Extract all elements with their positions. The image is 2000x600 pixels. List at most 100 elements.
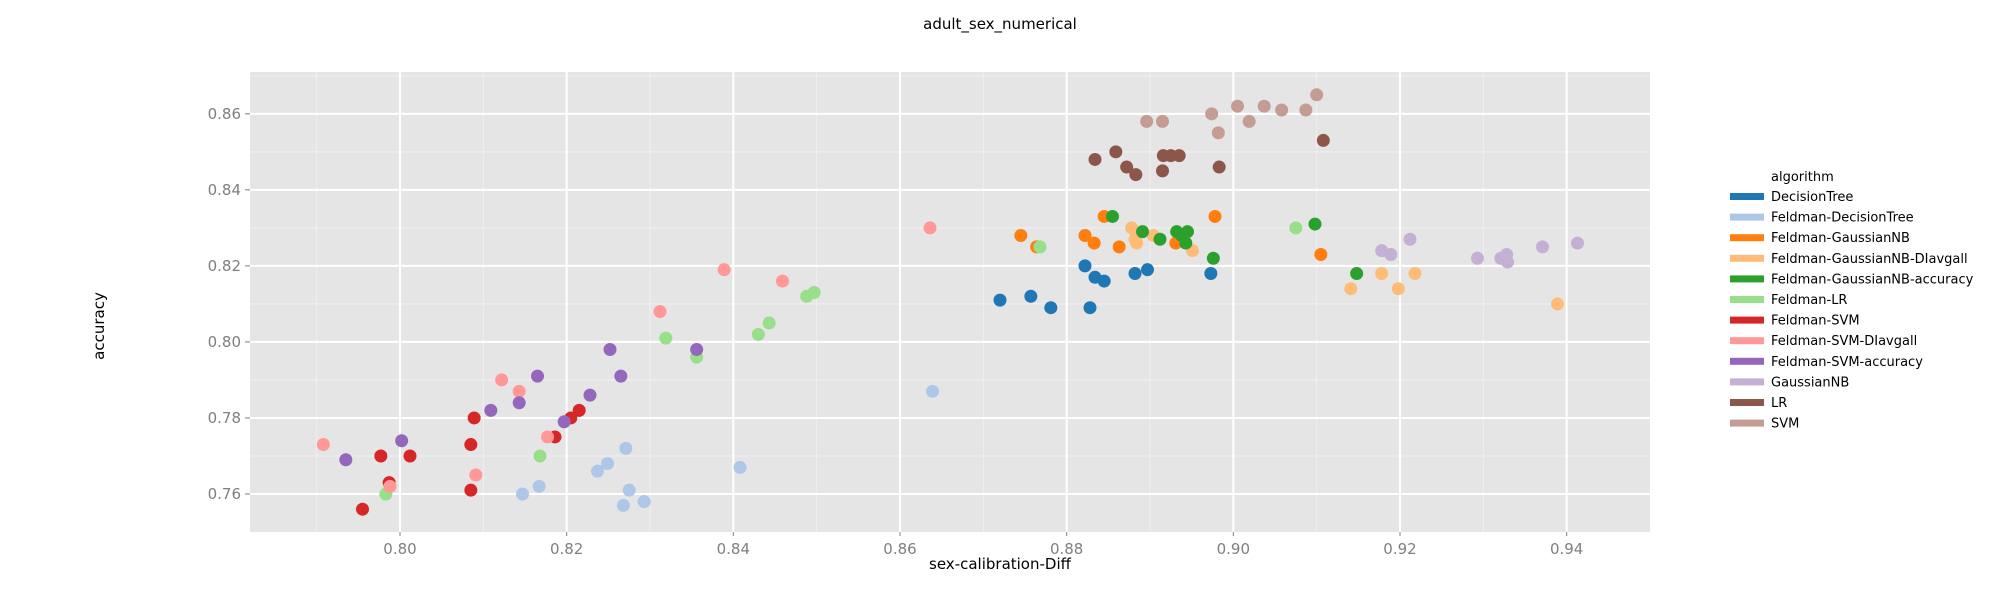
legend-label: DecisionTree	[1771, 190, 1853, 205]
data-point	[653, 305, 667, 319]
data-points	[316, 88, 1584, 516]
data-point	[1314, 247, 1328, 261]
x-tick-label: 0.82	[550, 540, 583, 558]
data-point	[1375, 266, 1389, 280]
series-decisiontree	[993, 259, 1218, 315]
data-point	[1156, 164, 1169, 178]
legend-label: Feldman-SVM-DIavgall	[1771, 334, 1917, 349]
data-point	[1140, 114, 1154, 128]
legend-swatch	[1730, 193, 1764, 200]
y-tick-label: 0.80	[208, 333, 241, 351]
data-point	[1289, 221, 1303, 235]
data-point	[383, 479, 397, 493]
data-point	[1408, 266, 1422, 280]
legend-label: Feldman-GaussianNB	[1771, 231, 1910, 246]
data-point	[1471, 251, 1484, 265]
data-point	[1242, 114, 1256, 128]
data-point	[1088, 152, 1102, 166]
data-point	[614, 369, 628, 383]
x-tick-label: 0.86	[883, 540, 916, 558]
y-tick-label: 0.86	[208, 105, 241, 123]
legend-swatch	[1730, 254, 1764, 262]
y-axis-label: accuracy	[90, 292, 108, 360]
data-point	[512, 396, 526, 410]
data-point	[1172, 149, 1186, 163]
data-point	[1179, 236, 1193, 250]
data-point	[1571, 236, 1584, 250]
data-point	[1275, 103, 1289, 117]
data-point	[1033, 240, 1047, 254]
data-point	[1136, 225, 1149, 239]
data-point	[923, 221, 937, 235]
data-point	[533, 449, 547, 463]
legend-swatch	[1730, 296, 1764, 303]
data-point	[1257, 99, 1271, 113]
data-point	[1384, 247, 1398, 261]
x-tick-label: 0.88	[1050, 540, 1083, 558]
legend-swatch	[1730, 316, 1764, 324]
data-point	[1014, 228, 1028, 242]
legend-label: Feldman-DecisionTree	[1771, 211, 1914, 226]
data-point	[464, 438, 478, 452]
data-point	[762, 316, 776, 330]
y-tick-label: 0.82	[208, 257, 241, 275]
data-point	[1129, 168, 1143, 182]
data-point	[619, 441, 633, 455]
data-point	[1044, 301, 1058, 315]
legend-label: Feldman-SVM	[1771, 314, 1860, 329]
chart-title: adult_sex_numerical	[923, 15, 1077, 34]
data-point	[637, 495, 651, 509]
data-point	[557, 415, 571, 429]
legend-label: Feldman-LR	[1771, 293, 1847, 308]
legend-title: algorithm	[1771, 170, 1834, 185]
data-point	[807, 285, 821, 299]
minor-grid	[250, 72, 1650, 532]
x-tick-label: 0.90	[1217, 540, 1250, 558]
data-point	[1109, 145, 1123, 159]
data-point	[1308, 217, 1322, 231]
data-point	[395, 434, 409, 448]
data-point	[1130, 236, 1144, 250]
legend-swatch	[1730, 357, 1764, 365]
data-point	[1156, 114, 1169, 128]
data-point	[1501, 255, 1514, 269]
data-point	[601, 457, 614, 471]
data-point	[733, 460, 747, 474]
series-feldman-decisiontree	[516, 384, 939, 512]
data-point	[751, 327, 765, 341]
x-tick-label: 0.92	[1383, 540, 1416, 558]
x-tick-label: 0.84	[717, 540, 750, 558]
data-point	[616, 498, 630, 512]
data-point	[1536, 240, 1549, 254]
data-point	[1310, 88, 1324, 102]
data-point	[469, 468, 483, 482]
data-point	[541, 430, 554, 444]
data-point	[1344, 282, 1358, 296]
data-point	[1128, 266, 1142, 280]
data-point	[1350, 266, 1364, 280]
data-point	[316, 438, 330, 452]
data-point	[464, 483, 478, 497]
x-axis-label: sex-calibration-Diff	[929, 555, 1072, 573]
series-feldman-gaussiannb-accuracy	[1106, 209, 1364, 280]
data-point	[484, 403, 498, 417]
data-point	[1181, 225, 1194, 239]
data-point	[1097, 274, 1111, 288]
data-point	[374, 449, 388, 463]
data-point	[1212, 160, 1226, 174]
legend-swatch	[1730, 213, 1764, 221]
legend-label: Feldman-GaussianNB-accuracy	[1771, 272, 1974, 287]
data-point	[603, 343, 617, 357]
legend-label: Feldman-SVM-accuracy	[1771, 355, 1923, 370]
data-point	[591, 464, 604, 478]
data-point	[1153, 232, 1167, 246]
y-axis-ticks: 0.76 0.78 0.80 0.82 0.84 0.86	[208, 105, 250, 503]
data-point	[1208, 209, 1222, 223]
series-feldman-svm-diavgall	[316, 221, 937, 493]
data-point	[1087, 236, 1101, 250]
data-point	[1106, 209, 1119, 223]
data-point	[1205, 107, 1219, 121]
data-point	[531, 369, 544, 383]
y-tick-label: 0.84	[208, 181, 241, 199]
